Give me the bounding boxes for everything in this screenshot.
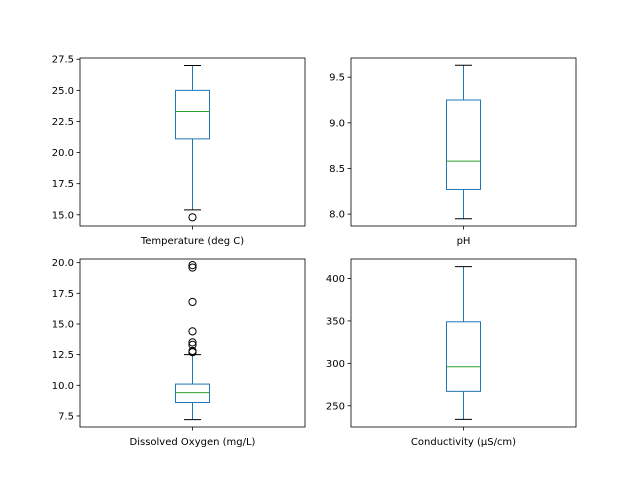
y-tick-label: 25.0 — [52, 86, 74, 97]
x-category-label: Temperature (deg C) — [140, 236, 244, 247]
y-tick-label: 8.5 — [329, 164, 345, 175]
outlier-point — [188, 338, 197, 347]
y-tick-label: 400 — [326, 274, 345, 285]
y-tick-label: 15.0 — [52, 319, 74, 330]
iqr-box — [175, 89, 210, 140]
y-tick-label: 17.5 — [52, 179, 74, 190]
outlier-point — [188, 263, 197, 272]
y-tick-label: 27.5 — [52, 55, 74, 66]
iqr-box — [175, 383, 210, 403]
y-tick-label: 9.5 — [329, 73, 345, 84]
outlier-point — [188, 340, 197, 349]
iqr-box — [446, 321, 481, 392]
ph-panel: pH 8.0 8.5 9.0 9.5 — [329, 57, 577, 247]
x-category-label: Dissolved Oxygen (mg/L) — [130, 437, 256, 448]
y-tick-label: 22.5 — [52, 117, 74, 128]
y-tick-label: 8.0 — [329, 210, 345, 221]
y-tick-label: 9.0 — [329, 118, 345, 129]
conductivity-panel: Conductivity (µS/cm) 250 300 350 400 — [326, 258, 577, 448]
y-tick-label: 20.0 — [52, 258, 74, 269]
y-tick-label: 300 — [326, 359, 345, 370]
y-tick-label: 10.0 — [52, 381, 74, 392]
y-tick-label: 15.0 — [52, 210, 74, 221]
y-tick-label: 12.5 — [52, 350, 74, 361]
outlier-point — [188, 346, 197, 356]
x-category-label: Conductivity (µS/cm) — [411, 437, 516, 448]
y-tick-label: 17.5 — [52, 289, 74, 300]
y-tick-label: 7.5 — [58, 411, 74, 422]
outlier-point — [188, 327, 197, 336]
outlier-point — [188, 261, 197, 270]
y-tick-label: 20.0 — [52, 148, 74, 159]
dissolved-oxygen-panel: Dissolved Oxygen (mg/L) 7.5 10.0 12.5 15.0 1… — [52, 258, 306, 448]
iqr-box — [446, 99, 481, 190]
outlier-point — [188, 213, 197, 222]
y-tick-label: 250 — [326, 401, 345, 412]
temperature-panel: Temperature (deg C) 15.0 17.5 20.0 22.5 25.0… — [52, 55, 306, 247]
outlier-point — [188, 297, 197, 307]
y-tick-label: 350 — [326, 316, 345, 327]
x-category-label: pH — [457, 236, 471, 247]
